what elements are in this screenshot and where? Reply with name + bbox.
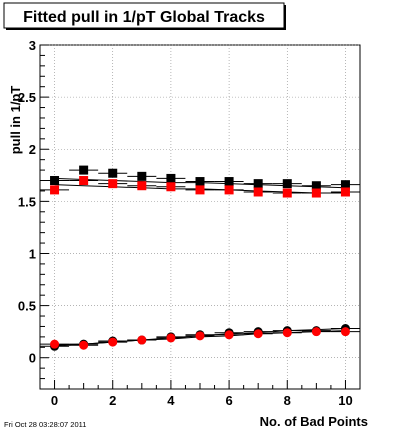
fit-curves	[54, 177, 346, 347]
x-tick-label: 0	[51, 393, 58, 408]
data-point-circle	[50, 339, 60, 349]
data-point-square	[108, 168, 118, 178]
title-box-shadow	[6, 28, 286, 30]
y-tick-label: 3	[29, 38, 36, 53]
axes: 0 2 4 6 8 10 0 0.5 1 1.5 2 2.5 3	[18, 38, 353, 408]
grid-lines	[40, 44, 360, 389]
data-point-square	[50, 185, 60, 195]
data-point-square	[137, 181, 147, 191]
data-point-square	[282, 188, 292, 198]
data-point-square	[108, 179, 118, 189]
data-point-square	[253, 187, 263, 197]
data-point-square	[50, 176, 60, 186]
data-point-circle	[224, 330, 234, 340]
data-point-square	[340, 180, 350, 190]
y-tick-label: 0	[29, 351, 36, 366]
data-point-circle	[195, 331, 205, 341]
data-point-circle	[340, 327, 350, 337]
data-point-square	[166, 173, 176, 183]
data-point-square	[311, 188, 321, 198]
data-point-square	[137, 171, 147, 181]
data-point-square	[340, 187, 350, 197]
data-point-square	[224, 177, 234, 187]
data-point-square	[79, 176, 89, 186]
data-point-circle	[253, 329, 263, 339]
y-tick-label: 2.5	[18, 90, 36, 105]
timestamp: Fri Oct 28 03:28:07 2011	[4, 420, 86, 429]
data-point-circle	[311, 327, 321, 337]
chart-title: Fitted pull in 1/pT Global Tracks	[23, 9, 265, 26]
title-box-shadow-side	[284, 5, 286, 30]
y-axis-label: pull in 1/pT	[8, 86, 23, 155]
data-point-circle	[108, 337, 118, 347]
x-tick-label: 4	[167, 393, 175, 408]
data-point-circle	[166, 333, 176, 343]
data-point-square	[311, 181, 321, 191]
x-tick-label: 2	[109, 393, 116, 408]
data-point-square	[195, 185, 205, 195]
data-point-square	[282, 179, 292, 189]
data-markers	[40, 165, 360, 351]
data-point-square	[79, 165, 89, 175]
y-tick-label: 1.5	[18, 194, 36, 209]
data-point-circle	[282, 328, 292, 338]
data-point-square	[195, 177, 205, 187]
title-box	[3, 2, 285, 29]
data-point-circle	[79, 340, 89, 350]
data-point-square	[253, 179, 263, 189]
x-tick-label: 8	[284, 393, 291, 408]
y-tick-label: 0.5	[18, 299, 36, 314]
y-tick-label: 2	[29, 142, 36, 157]
x-tick-label: 10	[338, 393, 352, 408]
y-tick-label: 1	[29, 246, 36, 261]
data-point-square	[224, 185, 234, 195]
x-tick-label: 6	[225, 393, 232, 408]
data-point-square	[166, 182, 176, 192]
data-point-circle	[137, 335, 147, 345]
x-axis-label: No. of Bad Points	[260, 414, 368, 429]
